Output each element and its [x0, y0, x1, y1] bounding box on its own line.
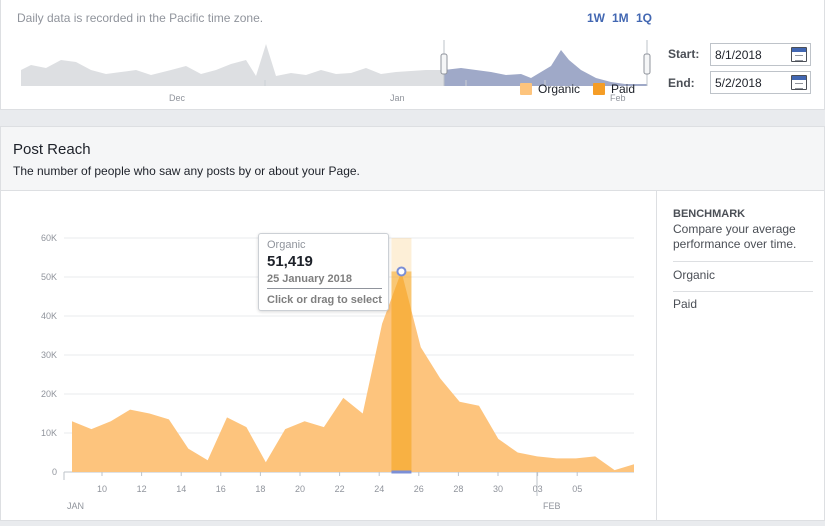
y-tick-label: 20K [41, 389, 57, 399]
calendar-icon[interactable] [791, 47, 807, 62]
divider [673, 261, 813, 262]
x-tick-label: 28 [453, 484, 463, 494]
overview-area-unselected [21, 44, 444, 86]
divider [673, 291, 813, 292]
x-tick-label: 20 [295, 484, 305, 494]
paid-swatch-icon [593, 83, 605, 95]
tooltip-value: 51,419 [267, 253, 313, 270]
start-date-value: 8/1/2018 [715, 48, 762, 62]
benchmark-description: Compare your average performance over ti… [673, 222, 797, 251]
y-tick-label: 50K [41, 272, 57, 282]
overview-month-label: Dec [169, 93, 186, 103]
post-reach-title: Post Reach [13, 141, 91, 158]
y-tick-label: 60K [41, 233, 57, 243]
benchmark-panel: BENCHMARK Compare your average performan… [656, 191, 824, 520]
benchmark-title: BENCHMARK [673, 208, 746, 220]
end-date-label: End: [668, 76, 695, 90]
calendar-icon[interactable] [791, 75, 807, 90]
end-date-field[interactable]: 5/2/2018 [710, 71, 811, 94]
y-tick-label: 40K [41, 311, 57, 321]
tooltip-date: 25 January 2018 [267, 273, 353, 285]
range-1q-link[interactable]: 1Q [636, 11, 653, 25]
x-month-label: FEB [543, 501, 561, 511]
overview-month-label: Feb [610, 93, 626, 103]
hover-column [391, 271, 412, 472]
organic-area [72, 271, 634, 472]
benchmark-paid-option[interactable]: Paid [673, 297, 698, 311]
start-date-label: Start: [668, 47, 700, 61]
range-start-handle[interactable] [440, 53, 448, 75]
y-tick-label: 30K [41, 350, 57, 360]
x-tick-label: 22 [335, 484, 345, 494]
y-tick-label: 0 [52, 467, 57, 477]
x-tick-label: 12 [137, 484, 147, 494]
x-tick-label: 30 [493, 484, 503, 494]
range-1w-link[interactable]: 1W [587, 11, 605, 25]
y-tick-label: 10K [41, 428, 57, 438]
x-tick-label: 26 [414, 484, 424, 494]
x-tick-label: 18 [255, 484, 265, 494]
tooltip-series: Organic [267, 239, 306, 251]
organic-swatch-icon [520, 83, 532, 95]
start-date-field[interactable]: 8/1/2018 [710, 43, 811, 66]
overview-area-selected [444, 50, 647, 86]
x-tick-label: 14 [176, 484, 186, 494]
x-tick-label: 10 [97, 484, 107, 494]
chart-tooltip: Organic 51,419 25 January 2018 Click or … [258, 233, 389, 311]
highlight-point [396, 266, 407, 277]
x-tick-label: 16 [216, 484, 226, 494]
x-tick-label: 03 [533, 484, 543, 494]
x-tick-label: 24 [374, 484, 384, 494]
x-month-label: JAN [67, 501, 84, 511]
range-overview-chart[interactable] [21, 40, 653, 86]
legend-organic-label: Organic [538, 82, 581, 96]
legend-paid[interactable]: Paid [593, 82, 635, 96]
post-reach-subtitle: The number of people who saw any posts b… [13, 164, 360, 178]
date-range-panel: Daily data is recorded in the Pacific ti… [0, 0, 825, 110]
overview-month-label: Jan [390, 93, 405, 103]
timezone-note: Daily data is recorded in the Pacific ti… [17, 11, 264, 25]
legend-paid-label: Paid [611, 82, 636, 96]
tooltip-hint: Click or drag to select [267, 294, 382, 306]
divider [267, 288, 382, 289]
legend-organic[interactable]: Organic [520, 82, 580, 96]
benchmark-organic-option[interactable]: Organic [673, 268, 716, 282]
x-tick-label: 05 [572, 484, 582, 494]
end-date-value: 5/2/2018 [715, 76, 762, 90]
range-end-handle[interactable] [643, 53, 651, 75]
post-reach-header: Post Reach The number of people who saw … [1, 127, 824, 191]
range-1m-link[interactable]: 1M [612, 11, 629, 25]
